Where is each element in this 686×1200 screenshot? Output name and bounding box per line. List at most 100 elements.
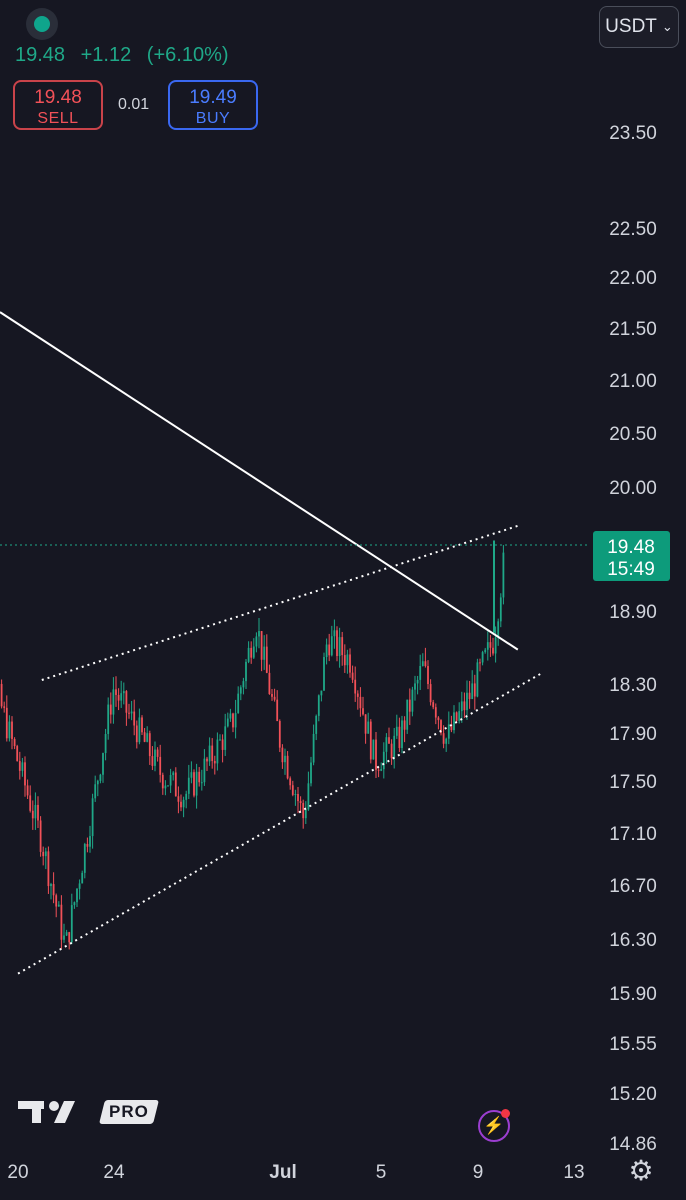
candle-body <box>193 772 195 796</box>
last-price-label: 19.48 <box>607 537 655 558</box>
candle-body <box>76 888 78 903</box>
candle-body <box>13 739 16 747</box>
candle-body <box>208 745 211 762</box>
candle-body <box>247 647 250 662</box>
price-tick-label: 20.50 <box>609 424 657 445</box>
buy-price: 19.49 <box>189 87 237 108</box>
candle-body <box>182 799 185 808</box>
candle-body <box>349 654 351 673</box>
candle-body <box>268 672 271 694</box>
time-tick-label: Jul <box>269 1162 296 1183</box>
channel-line[interactable] <box>17 672 543 975</box>
candle-body <box>403 720 406 730</box>
candle-body <box>37 804 39 821</box>
candle-body <box>232 713 234 728</box>
candle-body <box>463 701 466 711</box>
candle-body <box>81 872 84 884</box>
price-summary: 19.48 +1.12 (+6.10%) <box>15 44 239 67</box>
time-axis: 20 24 Jul 5 9 13 <box>7 1162 584 1183</box>
candle-body <box>323 657 325 691</box>
pro-badge: PRO <box>99 1100 159 1124</box>
candle-body <box>473 683 476 697</box>
candle-body <box>187 777 190 794</box>
candle-body <box>11 721 13 740</box>
candle-body <box>476 662 479 697</box>
candle-body <box>304 809 307 819</box>
candle-body <box>466 692 468 711</box>
sell-label: SELL <box>37 110 79 127</box>
candle-body <box>3 706 6 708</box>
candle-body <box>185 793 188 800</box>
buy-button[interactable]: 19.49 BUY <box>168 80 258 130</box>
lightning-icon[interactable]: ⚡ <box>478 1109 510 1142</box>
candle-body <box>291 785 294 795</box>
candle-body <box>278 721 281 748</box>
candle-body <box>341 637 344 656</box>
candle-body <box>200 782 203 784</box>
candle-body <box>377 769 380 771</box>
candle-body <box>5 707 8 739</box>
candle-body <box>455 712 458 721</box>
candle-body <box>96 780 99 785</box>
candle-body <box>104 734 107 754</box>
candle-body <box>346 654 349 666</box>
candle-body <box>130 711 133 714</box>
candle-body <box>159 756 162 775</box>
candle-body <box>333 630 336 637</box>
candle-body <box>221 739 224 750</box>
candle-body <box>328 644 331 656</box>
settings-gear-icon[interactable]: ⚙ <box>628 1155 654 1186</box>
candle-body <box>315 715 318 734</box>
candle-body <box>255 636 258 647</box>
candle-body <box>497 621 500 638</box>
candle-body <box>271 693 273 697</box>
price-tick-label: 14.86 <box>609 1134 657 1155</box>
time-tick-label: 9 <box>473 1162 484 1183</box>
candle-body <box>206 758 208 762</box>
candle-body <box>276 699 279 722</box>
candle-body <box>364 714 367 734</box>
candle-body <box>502 552 505 598</box>
price-tick-label: 18.90 <box>609 602 657 623</box>
candle-body <box>317 695 320 716</box>
candle-body <box>385 737 388 752</box>
candle-body <box>143 732 146 742</box>
candle-body <box>120 693 123 701</box>
candle-body <box>273 696 276 700</box>
candle-body <box>284 755 286 763</box>
candle-body <box>354 679 357 694</box>
candle-body <box>151 756 154 766</box>
candle-body <box>468 692 471 700</box>
sell-button[interactable]: 19.48 SELL <box>13 80 103 130</box>
candle-body <box>367 721 370 734</box>
candle-body <box>281 747 284 763</box>
candle-body <box>122 691 125 694</box>
candle-body <box>73 902 76 906</box>
candles <box>0 540 505 950</box>
candle-body <box>393 735 396 759</box>
candle-body <box>16 746 19 762</box>
candle-body <box>18 761 21 771</box>
candle-body <box>86 844 89 847</box>
candle-body <box>481 652 484 663</box>
spread-value: 0.01 <box>118 96 150 113</box>
candle-body <box>382 751 385 770</box>
candle-body <box>31 810 34 819</box>
price-axis: 23.50 22.50 22.00 21.50 21.00 20.50 20.00 18.90… <box>609 123 657 1155</box>
candle-body <box>211 745 214 762</box>
currency-selector[interactable]: USDT ⌄ <box>599 6 679 48</box>
candle-body <box>258 631 260 637</box>
candle-body <box>94 784 97 799</box>
price-tick-label: 23.50 <box>609 123 657 144</box>
resistance-trendline[interactable] <box>0 311 519 651</box>
candle-body <box>34 804 37 819</box>
candle-body <box>375 739 377 770</box>
candle-body <box>63 935 65 940</box>
candle-body <box>414 683 416 690</box>
candle-body <box>380 769 383 771</box>
sell-price: 19.48 <box>34 87 82 108</box>
candle-body <box>89 836 91 847</box>
candle-body <box>297 793 299 802</box>
candle-body <box>216 739 219 764</box>
